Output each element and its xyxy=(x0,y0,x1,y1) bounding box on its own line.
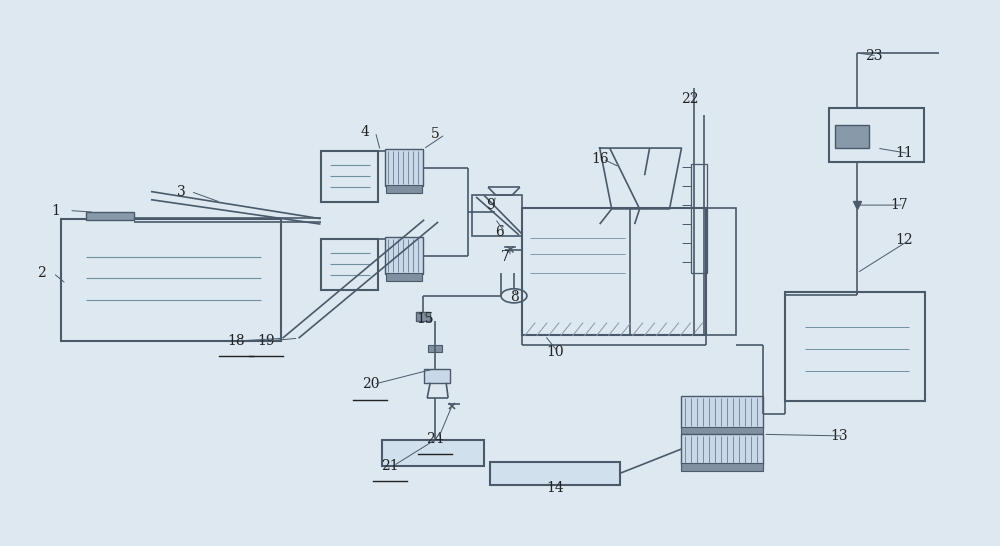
Bar xyxy=(835,125,869,148)
Text: 11: 11 xyxy=(895,146,913,161)
Bar xyxy=(382,440,484,466)
Bar xyxy=(320,239,378,290)
Bar xyxy=(522,208,706,335)
Text: 18: 18 xyxy=(227,334,245,348)
Text: 15: 15 xyxy=(416,312,434,326)
Bar xyxy=(691,164,707,273)
Text: 1: 1 xyxy=(52,204,61,217)
Bar xyxy=(681,427,763,434)
Bar xyxy=(681,434,763,464)
Text: 13: 13 xyxy=(830,429,848,443)
Text: 22: 22 xyxy=(681,92,698,106)
Text: 2: 2 xyxy=(37,266,46,280)
Text: 20: 20 xyxy=(362,377,379,391)
Bar xyxy=(320,151,378,203)
Text: 6: 6 xyxy=(496,225,504,239)
Bar xyxy=(61,219,281,341)
Bar xyxy=(472,195,522,236)
Bar xyxy=(385,149,423,186)
Text: 12: 12 xyxy=(895,233,913,247)
Text: 16: 16 xyxy=(591,152,609,166)
Bar xyxy=(424,369,450,383)
Text: 23: 23 xyxy=(865,49,883,63)
Bar xyxy=(86,212,134,219)
Bar xyxy=(386,185,422,193)
Text: 9: 9 xyxy=(486,198,494,212)
Text: 10: 10 xyxy=(546,345,564,359)
Text: 17: 17 xyxy=(890,198,908,212)
Text: 14: 14 xyxy=(546,480,564,495)
Text: 4: 4 xyxy=(361,125,370,139)
Bar xyxy=(416,312,430,321)
Text: 24: 24 xyxy=(426,432,444,446)
Bar xyxy=(490,462,620,485)
Text: 8: 8 xyxy=(511,290,519,305)
Bar xyxy=(829,109,924,162)
Bar xyxy=(386,273,422,281)
Text: 5: 5 xyxy=(431,127,440,141)
Bar xyxy=(681,396,763,428)
Bar xyxy=(428,345,442,352)
Text: 21: 21 xyxy=(381,459,399,473)
Bar xyxy=(706,208,736,335)
Bar xyxy=(785,292,925,401)
Text: 7: 7 xyxy=(501,250,509,264)
Bar xyxy=(681,463,763,471)
Bar xyxy=(385,237,423,274)
Text: 3: 3 xyxy=(177,185,185,199)
Text: 19: 19 xyxy=(257,334,274,348)
